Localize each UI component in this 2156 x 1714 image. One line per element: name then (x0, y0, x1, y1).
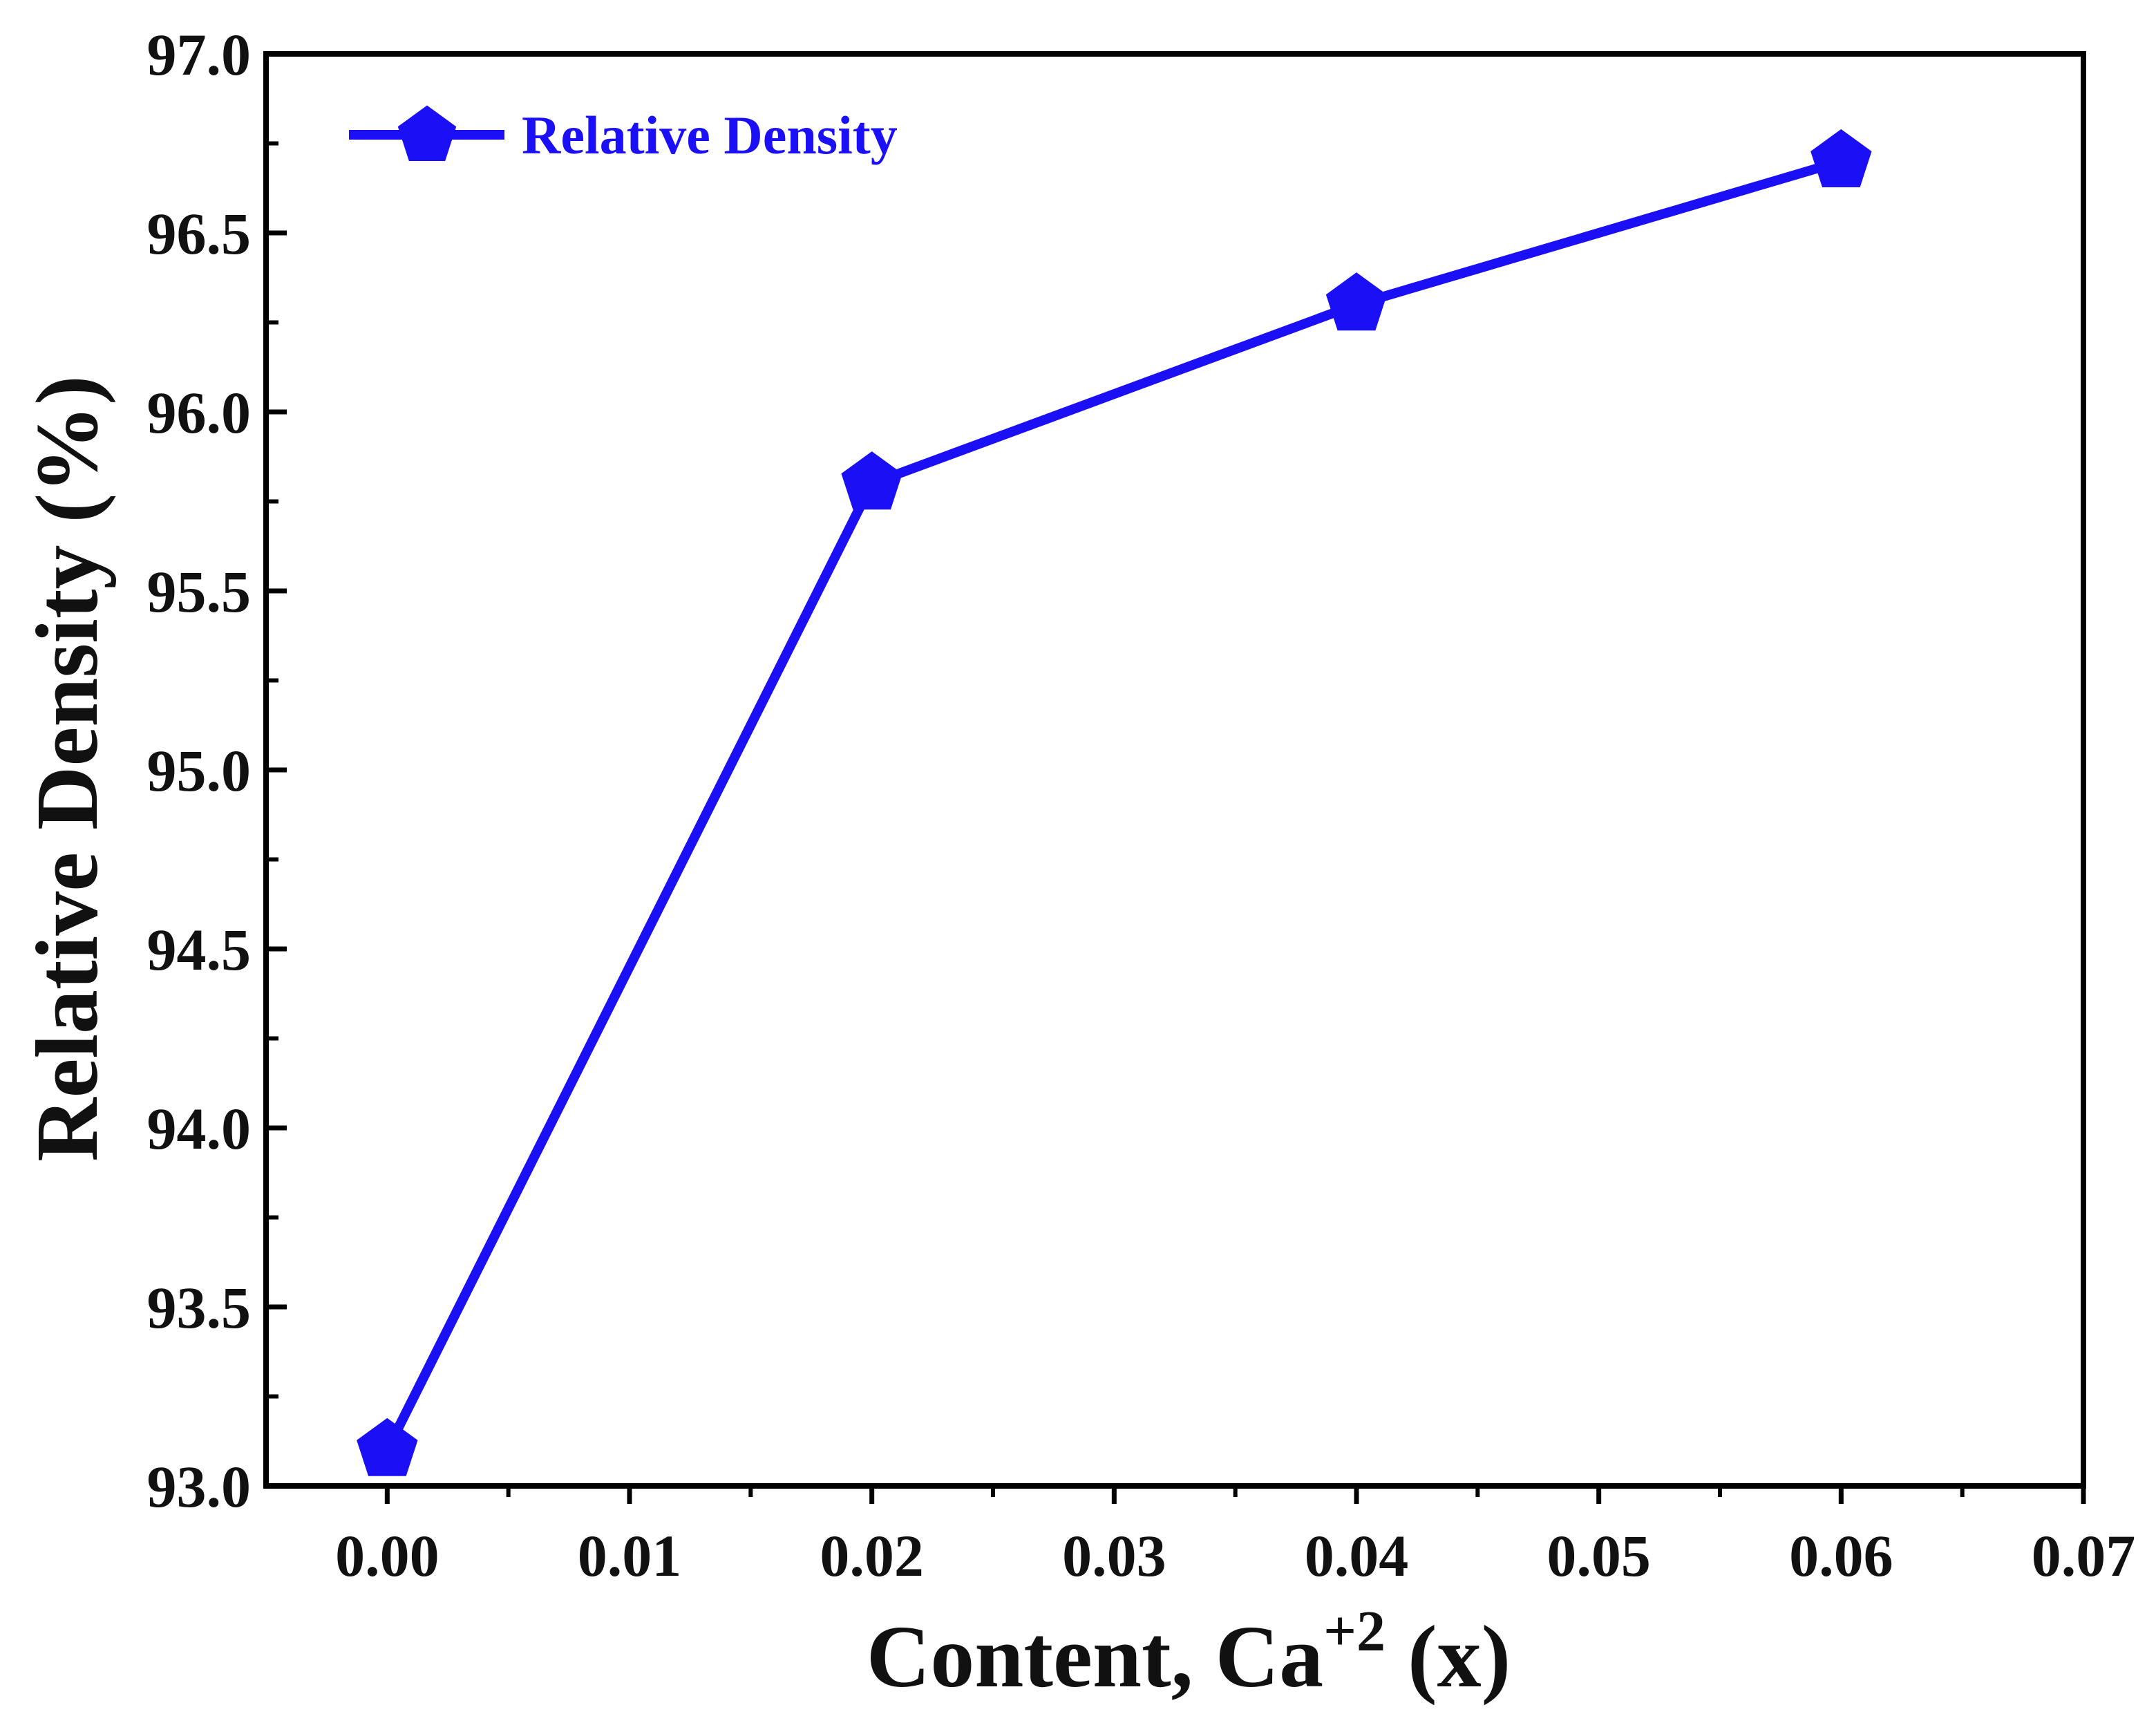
x-tick-label: 0.04 (1305, 1523, 1409, 1589)
x-axis-title-main: Content, Ca (867, 1608, 1323, 1706)
x-tick-label: 0.06 (1789, 1523, 1893, 1589)
legend: Relative Density (349, 105, 898, 165)
data-point-marker (841, 451, 902, 510)
legend-label: Relative Density (522, 105, 898, 165)
x-axis-title-superscript: +2 (1323, 1599, 1386, 1664)
series-line (383, 156, 1843, 1453)
x-tick-label: 0.03 (1062, 1523, 1166, 1589)
x-axis-title-suffix: (x) (1386, 1608, 1511, 1706)
data-point-marker (357, 1418, 418, 1476)
y-tick-label: 94.5 (147, 916, 252, 983)
y-tick-label: 96.0 (147, 379, 252, 446)
y-tick-label: 97.0 (147, 21, 252, 88)
y-tick-label: 95.0 (147, 737, 252, 804)
y-tick-label: 94.0 (147, 1095, 252, 1162)
series-layer (357, 129, 1872, 1476)
x-tick-label: 0.02 (820, 1523, 924, 1589)
y-axis-title: Relative Density (%) (18, 375, 116, 1162)
x-axis-tick-labels: 0.00 0.01 0.02 0.03 0.04 0.05 0.06 0.07 (335, 1523, 2135, 1589)
x-tick-label: 0.07 (2032, 1523, 2136, 1589)
y-tick-label: 95.5 (147, 558, 252, 625)
data-point-marker (1325, 272, 1388, 331)
y-tick-label: 96.5 (147, 200, 252, 267)
y-tick-label: 93.5 (147, 1274, 252, 1341)
x-axis-ticks (384, 1486, 2086, 1504)
x-axis-title: Content, Ca+2 (x) (867, 1599, 1511, 1706)
legend-marker (397, 105, 457, 161)
y-tick-label: 93.0 (147, 1453, 252, 1520)
x-tick-label: 0.05 (1547, 1523, 1651, 1589)
y-axis-ticks (266, 51, 287, 1489)
data-point-marker (1810, 129, 1872, 187)
y-axis-tick-labels: 93.0 93.5 94.0 94.5 95.0 95.5 96.0 96.5 97.0 (147, 21, 252, 1520)
plot-frame (263, 51, 2086, 1489)
x-tick-label: 0.00 (335, 1523, 439, 1589)
x-tick-label: 0.01 (578, 1523, 682, 1589)
